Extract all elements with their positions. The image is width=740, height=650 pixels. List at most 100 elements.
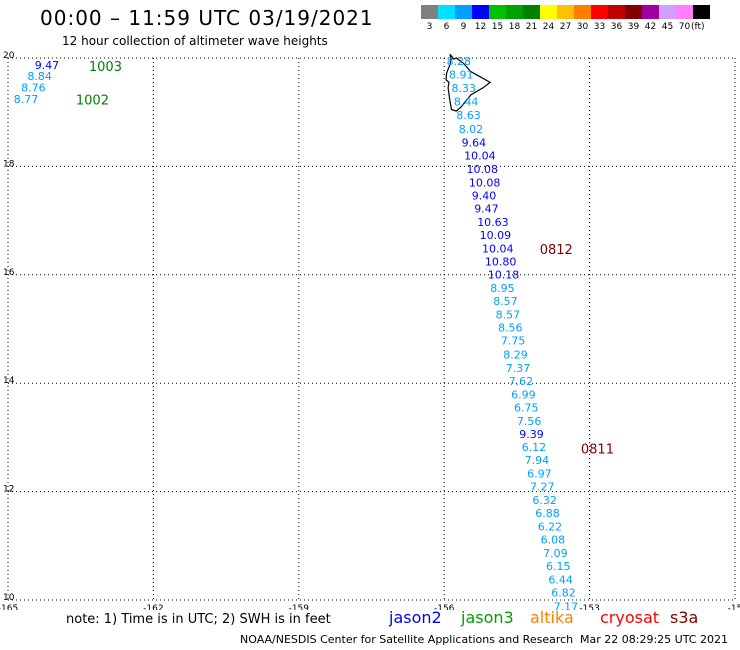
- wave-height-label: 10.08: [469, 177, 501, 190]
- wave-height-label: 9.39: [519, 428, 544, 441]
- wave-height-label: 6.97: [527, 468, 552, 481]
- wave-height-label: 7.94: [525, 454, 550, 467]
- legend-unit: (ft): [691, 22, 705, 32]
- wave-height-observations: 9.478.848.768.778.288.918.338.448.638.02…: [14, 55, 579, 610]
- pass-time-label: 0811: [581, 443, 614, 458]
- pass-time-labels: 10031002081208110810: [76, 60, 614, 458]
- wave-height-label: 6.32: [532, 494, 557, 507]
- page-subtitle: 12 hour collection of altimeter wave hei…: [62, 34, 328, 48]
- legend-label: 9: [460, 22, 467, 32]
- wave-height-label: 6.22: [538, 521, 563, 534]
- wave-height-label: 6.75: [514, 401, 539, 414]
- legend-label: 12: [474, 22, 487, 32]
- wave-height-label: 6.12: [522, 441, 547, 454]
- legend-label: 3: [426, 22, 433, 32]
- wave-height-label: 10.80: [485, 256, 517, 269]
- pass-time-label: 0812: [540, 243, 573, 258]
- pass-time-label: 1002: [76, 94, 109, 109]
- legend-swatch: [591, 5, 608, 19]
- wave-height-label: 6.08: [541, 534, 566, 547]
- wave-height-label: 10.63: [477, 216, 509, 229]
- axis-ticks: -165 -162 -159 -156 -153 -15 20 18 16 14 12 10: [0, 51, 740, 610]
- legend-swatch: [523, 5, 540, 19]
- wave-height-label: 8.63: [456, 109, 481, 122]
- wave-height-label: 10.04: [482, 243, 514, 256]
- wave-height-label: 6.82: [551, 587, 576, 600]
- wave-height-label: 8.28: [447, 55, 472, 68]
- satellite-label-cryosat: cryosat: [600, 608, 660, 627]
- wave-height-label: 8.44: [454, 96, 479, 109]
- wave-height-label: 8.91: [449, 69, 474, 82]
- altimeter-map: -165 -162 -159 -156 -153 -15 20 18 16 14 12 10 9.47…: [0, 51, 740, 610]
- satellite-label-altika: altika: [530, 608, 574, 627]
- legend-swatch: [421, 5, 438, 19]
- coastline: [445, 53, 492, 112]
- island-coastline: [445, 53, 492, 112]
- wave-height-label: 7.09: [543, 547, 568, 560]
- legend-label: 36: [610, 22, 623, 32]
- legend-label: 42: [644, 22, 657, 32]
- lon-tick-label: -15: [728, 604, 740, 610]
- wave-height-label: 9.47: [35, 59, 60, 72]
- legend-swatch: [693, 5, 710, 19]
- wave-height-label: 7.17: [554, 600, 579, 610]
- lat-tick-label: 16: [3, 268, 15, 278]
- lat-tick-label: 12: [3, 485, 14, 495]
- satellite-label-jason3: jason3: [461, 608, 514, 627]
- wave-height-label: 7.56: [517, 415, 542, 428]
- legend-swatch: [574, 5, 591, 19]
- lon-tick-label: -165: [0, 604, 18, 610]
- lon-tick-label: -162: [143, 604, 163, 610]
- wave-height-label: 7.37: [506, 362, 531, 375]
- lon-tick-label: -153: [579, 604, 599, 610]
- legend-swatch: [642, 5, 659, 19]
- legend-label: 24: [542, 22, 555, 32]
- credit-line: NOAA/NESDIS Center for Satellite Applica…: [240, 633, 574, 646]
- wave-height-label: 10.04: [464, 149, 496, 162]
- legend-swatch: [659, 5, 676, 19]
- map-grid: [7, 57, 736, 601]
- wave-height-label: 8.33: [452, 82, 477, 95]
- legend-label: 70: [678, 22, 691, 32]
- wave-height-label: 7.27: [530, 481, 555, 494]
- wave-height-label: 9.47: [474, 203, 499, 216]
- wave-height-label: 6.44: [548, 574, 573, 587]
- pass-time-label: 1003: [89, 60, 122, 75]
- legend-label: 6: [443, 22, 450, 32]
- wave-height-label: 8.57: [493, 295, 518, 308]
- wave-height-label: 8.56: [498, 322, 523, 335]
- legend-label: 39: [627, 22, 640, 32]
- legend-label: 27: [559, 22, 572, 32]
- wave-height-label: 6.88: [535, 507, 560, 520]
- wave-height-label: 6.15: [546, 560, 571, 573]
- wave-height-label: 8.77: [14, 93, 39, 106]
- wave-height-label: 9.64: [462, 136, 487, 149]
- lat-tick-label: 18: [3, 159, 15, 169]
- generated-timestamp: Mar 22 08:29:25 UTC 2021: [580, 633, 728, 646]
- wave-height-label: 6.99: [511, 388, 535, 401]
- lon-tick-label: -156: [434, 604, 455, 610]
- units-note: note: 1) Time is in UTC; 2) SWH is in fe…: [66, 612, 331, 627]
- wave-height-label: 7.62: [509, 375, 534, 388]
- legend-swatch: [625, 5, 642, 19]
- wave-height-label: 8.95: [490, 282, 515, 295]
- legend-label: 45: [661, 22, 674, 32]
- legend-label: 33: [593, 22, 606, 32]
- legend-swatch: [455, 5, 472, 19]
- legend-swatch: [506, 5, 523, 19]
- legend-swatch: [676, 5, 693, 19]
- legend-swatch: [489, 5, 506, 19]
- legend-swatch: [472, 5, 489, 19]
- wave-height-label: 9.40: [472, 190, 497, 203]
- wave-height-label: 10.09: [480, 229, 512, 242]
- wave-height-label: 10.18: [488, 269, 520, 282]
- wave-height-label: 8.84: [27, 70, 52, 83]
- page-title: 00:00 – 11:59 UTC 03/19/2021: [40, 6, 374, 30]
- wave-height-label: 8.76: [21, 82, 45, 95]
- legend-swatch: [438, 5, 455, 19]
- satellite-label-jason2: jason2: [389, 608, 442, 627]
- legend-swatch: [608, 5, 625, 19]
- legend-swatch: [557, 5, 574, 19]
- legend-label: 21: [525, 22, 538, 32]
- wave-height-label: 8.02: [459, 123, 484, 136]
